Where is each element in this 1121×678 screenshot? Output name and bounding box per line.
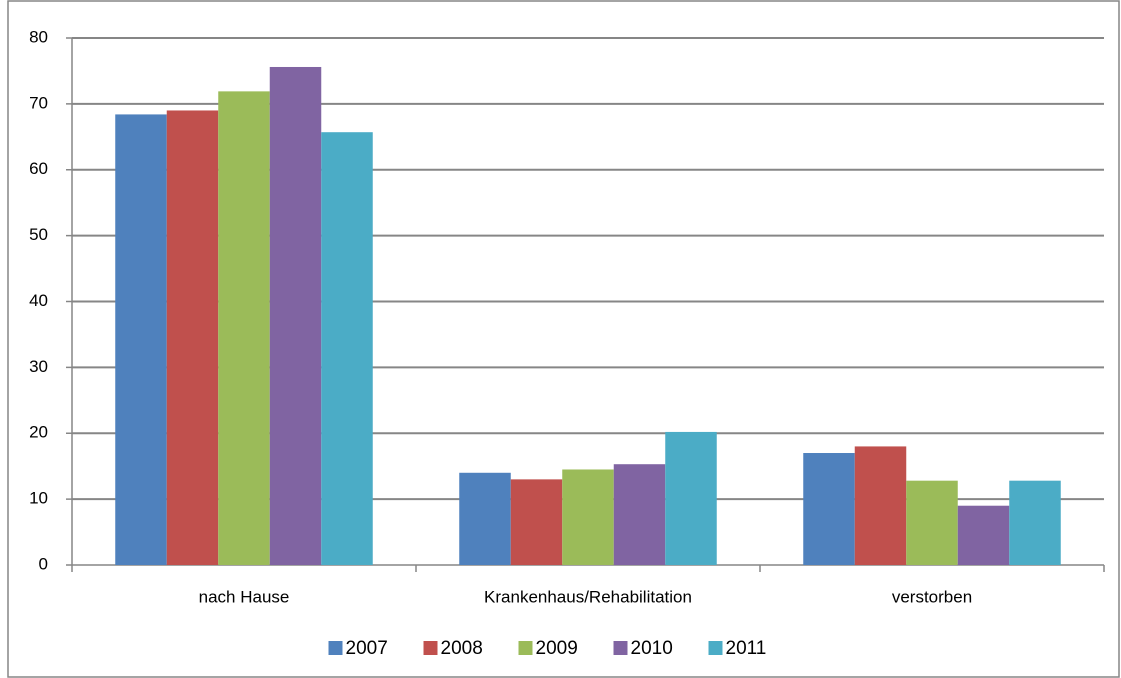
legend-label: 2010 [631,638,673,659]
y-tick-label: 50 [29,225,48,244]
legend-swatch [423,641,438,655]
y-tick-label: 20 [29,423,48,442]
bar [562,469,614,565]
bar [218,91,270,565]
y-tick-label: 70 [29,93,48,112]
x-tick-label: nach Hause [199,587,290,606]
bar [269,66,322,566]
legend-swatch [613,641,628,655]
legend-label: 2008 [441,638,483,659]
x-tick-label: verstorben [892,587,972,606]
x-tick-label: Krankenhaus/Rehabilitation [484,587,692,606]
bar [665,431,717,565]
legend-label: 2009 [536,638,578,659]
bar [166,110,219,566]
bar [854,446,907,565]
legend-swatch [328,641,343,655]
bar [321,132,373,566]
y-tick-label: 10 [29,489,48,508]
legend-swatch [708,641,723,655]
bar [957,505,1010,565]
bar [115,114,167,565]
legend-label: 2011 [726,638,767,659]
legend-swatch [518,641,533,655]
y-tick-label: 60 [29,159,48,178]
bar [613,464,666,565]
y-tick-label: 80 [29,27,48,46]
bar [906,480,958,565]
bar [1009,480,1061,565]
bar [803,453,855,565]
bar [459,472,511,565]
bar [510,479,563,565]
y-tick-label: 0 [39,554,48,573]
y-tick-label: 40 [29,291,48,310]
legend-label: 2007 [346,638,388,659]
y-tick-label: 30 [29,357,48,376]
